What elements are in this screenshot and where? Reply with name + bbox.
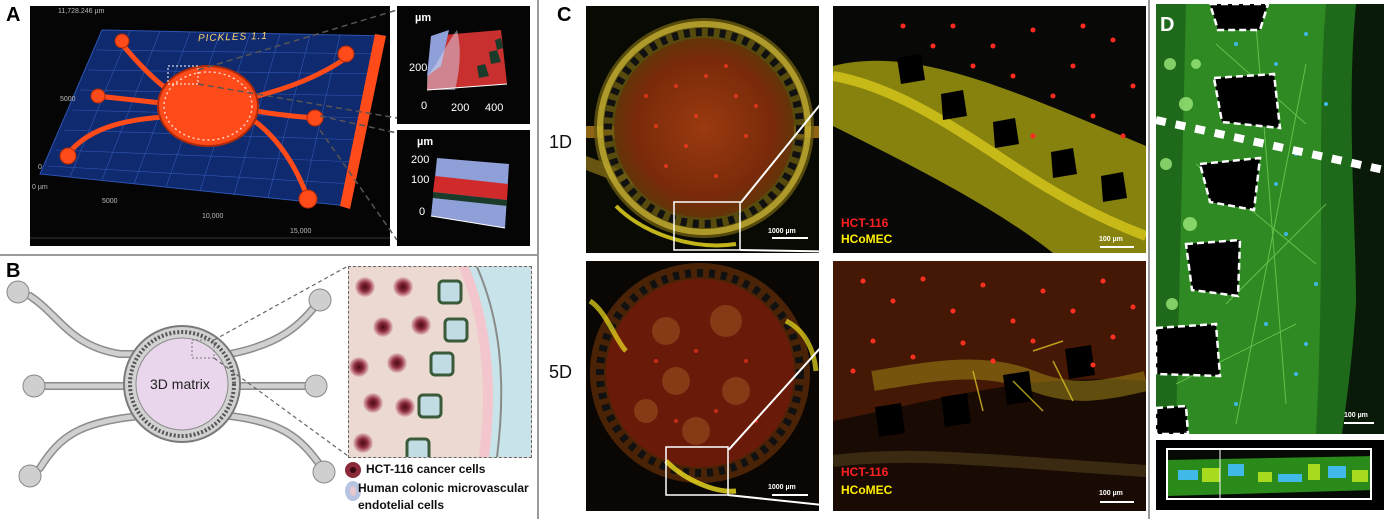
scalebar-1d-left [772, 237, 808, 239]
legend-endothelial-text: Human colonic microvascular endotelial c… [358, 481, 529, 512]
micro-5d-overview: 1000 µm [586, 261, 819, 511]
scale-5d-right: 100 µm [1099, 490, 1123, 497]
legend-item-cancer: HCT-116 cancer cells [340, 460, 536, 480]
chip-fluorescence-5d [586, 261, 819, 511]
divider-ab [0, 254, 537, 256]
scalebar-d [1344, 422, 1374, 424]
panel-a: A [0, 0, 537, 254]
slice-image [1168, 450, 1370, 498]
marker-hcomec-1d: HCoMEC [841, 232, 893, 246]
divider-c-d [1148, 0, 1150, 519]
matrix-label: 3D matrix [150, 376, 210, 392]
scalebar-5d-right [1100, 501, 1134, 503]
endothelial-cell-icon [345, 481, 361, 501]
slice-frame [1166, 448, 1372, 500]
chip-fluorescence-1d [586, 6, 819, 253]
inset1-ytick: 200 [409, 62, 428, 74]
scale-d: 100 µm [1344, 412, 1368, 419]
scale-5d-left: 1000 µm [768, 484, 796, 491]
axis-label-y0: 0 [38, 164, 42, 171]
axis-label-y5000: 5000 [60, 96, 76, 103]
panel-b-zoom-illustration [348, 266, 532, 458]
panel-b-label: B [6, 260, 21, 282]
cross-section-render-2 [430, 158, 509, 229]
panel-d-label: D [1160, 14, 1175, 36]
zoom-fluorescence-5d [833, 261, 1146, 511]
micro-1d-overview: 1000 µm [586, 6, 819, 253]
panel-a-3d-profile: PICKLES 1.1 11,728.246 µm 5000 0 0 µm 50… [30, 6, 390, 246]
zoom-fluorescence-1d [833, 6, 1146, 253]
marker-hct116-1d: HCT-116 [841, 216, 889, 230]
chip-3d-render [30, 29, 390, 239]
scalebar-5d-left [772, 494, 808, 496]
inset1-xtick-400: 400 [485, 102, 504, 114]
scalebar-1d-right [1100, 246, 1134, 248]
cross-section-render-1 [426, 30, 508, 91]
micro-d-orthogonal-slice [1156, 440, 1384, 510]
scale-1d-right: 100 µm [1099, 236, 1123, 243]
axis-label-x10000: 10,000 [202, 213, 224, 220]
axis-label-x15000: 15,000 [290, 228, 312, 235]
micro-5d-zoom: HCT-116 HCoMEC 100 µm [833, 261, 1146, 511]
inset1-xtick-0: 0 [421, 100, 428, 112]
micro-d-confocal: 100 µm [1156, 4, 1384, 434]
confocal-image [1156, 4, 1384, 434]
panel-d: 100 µm D [1150, 0, 1400, 519]
axis-label-x0: 0 µm [32, 184, 48, 191]
row-label-1d: 1D [549, 132, 573, 152]
panel-a-inset-bottom: µm 200 100 0 [397, 130, 530, 246]
inset2-unit: µm [417, 136, 434, 148]
marker-hcomec-5d: HCoMEC [841, 483, 893, 497]
row-label-5d: 5D [549, 362, 573, 382]
inset1-unit: µm [415, 12, 432, 24]
panel-c-label: C [557, 4, 572, 26]
inset2-ytick-0: 0 [419, 206, 426, 218]
panel-a-label: A [6, 4, 21, 26]
panel-a-inset-top: µm 200 0 200 400 [397, 6, 530, 124]
inset1-xtick-200: 200 [451, 102, 470, 114]
panel-a-zoom-lines [197, 9, 398, 241]
panel-c: C 1D 5D [539, 0, 1148, 519]
axis-label-x5000: 5000 [102, 198, 118, 205]
marker-hct116-5d: HCT-116 [841, 465, 889, 479]
chip-schematic [6, 265, 349, 488]
inset2-ytick-200: 200 [411, 154, 430, 166]
cancer-cell-icon [345, 462, 361, 478]
top-value-label: 11,728.246 µm [58, 8, 105, 15]
scale-1d-left: 1000 µm [768, 228, 796, 235]
micro-1d-zoom: HCT-116 HCoMEC 100 µm [833, 6, 1146, 253]
panel-b: B [0, 256, 537, 519]
divider-b-c [537, 0, 539, 519]
legend-cancer-text: HCT-116 cancer cells [366, 462, 486, 476]
inset2-ytick-100: 100 [411, 174, 430, 186]
legend-item-endothelial: Human colonic microvascular endotelial c… [340, 480, 536, 516]
cell-illustration [349, 267, 531, 457]
